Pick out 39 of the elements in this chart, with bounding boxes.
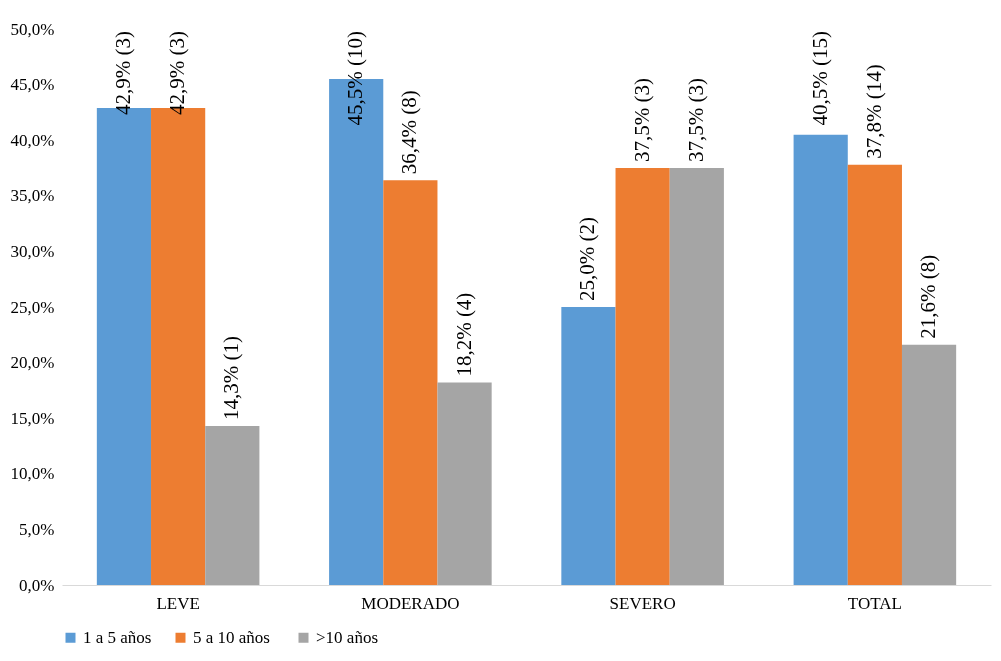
data-label: 18,2% (4) xyxy=(451,292,476,377)
y-tick-label: 5,0% xyxy=(19,519,55,539)
legend-label: >10 años xyxy=(316,627,378,647)
x-tick-label: MODERADO xyxy=(361,593,460,613)
bar xyxy=(615,168,670,585)
x-tick-label: LEVE xyxy=(156,593,200,613)
y-tick-label: 15,0% xyxy=(10,408,55,428)
legend-label: 5 a 10 años xyxy=(193,627,270,647)
y-tick-label: 20,0% xyxy=(10,353,55,373)
data-label: 45,5% (10) xyxy=(343,31,368,126)
data-label: 37,5% (3) xyxy=(629,78,654,162)
bar xyxy=(205,425,260,585)
data-label: 42,9% (3) xyxy=(165,31,190,115)
y-tick-label: 35,0% xyxy=(10,186,55,206)
data-label: 42,9% (3) xyxy=(110,31,135,115)
x-tick-label: TOTAL xyxy=(847,593,902,613)
x-tick-label: SEVERO xyxy=(609,593,676,613)
bar xyxy=(793,134,848,585)
y-tick-label: 50,0% xyxy=(10,19,55,39)
bar xyxy=(847,164,902,585)
data-label: 21,6% (8) xyxy=(916,254,941,339)
y-tick-label: 40,0% xyxy=(10,130,55,150)
bar xyxy=(901,344,957,585)
data-label: 37,5% (3) xyxy=(683,78,708,162)
data-label: 14,3% (1) xyxy=(219,336,244,420)
data-label: 37,8% (14) xyxy=(861,64,886,159)
bar xyxy=(437,382,492,585)
data-label: 36,4% (8) xyxy=(397,90,422,175)
data-label: 25,0% (2) xyxy=(575,217,600,301)
y-tick-label: 0,0% xyxy=(19,575,55,595)
bar xyxy=(561,307,616,585)
data-label: 40,5% (15) xyxy=(807,31,832,126)
y-tick-label: 25,0% xyxy=(10,297,55,317)
y-tick-label: 10,0% xyxy=(10,464,55,484)
bar xyxy=(383,180,438,585)
y-tick-label: 30,0% xyxy=(10,241,55,261)
y-tick-label: 45,0% xyxy=(10,75,55,95)
bar xyxy=(669,168,724,585)
legend-label: 1 a 5 años xyxy=(83,627,152,647)
